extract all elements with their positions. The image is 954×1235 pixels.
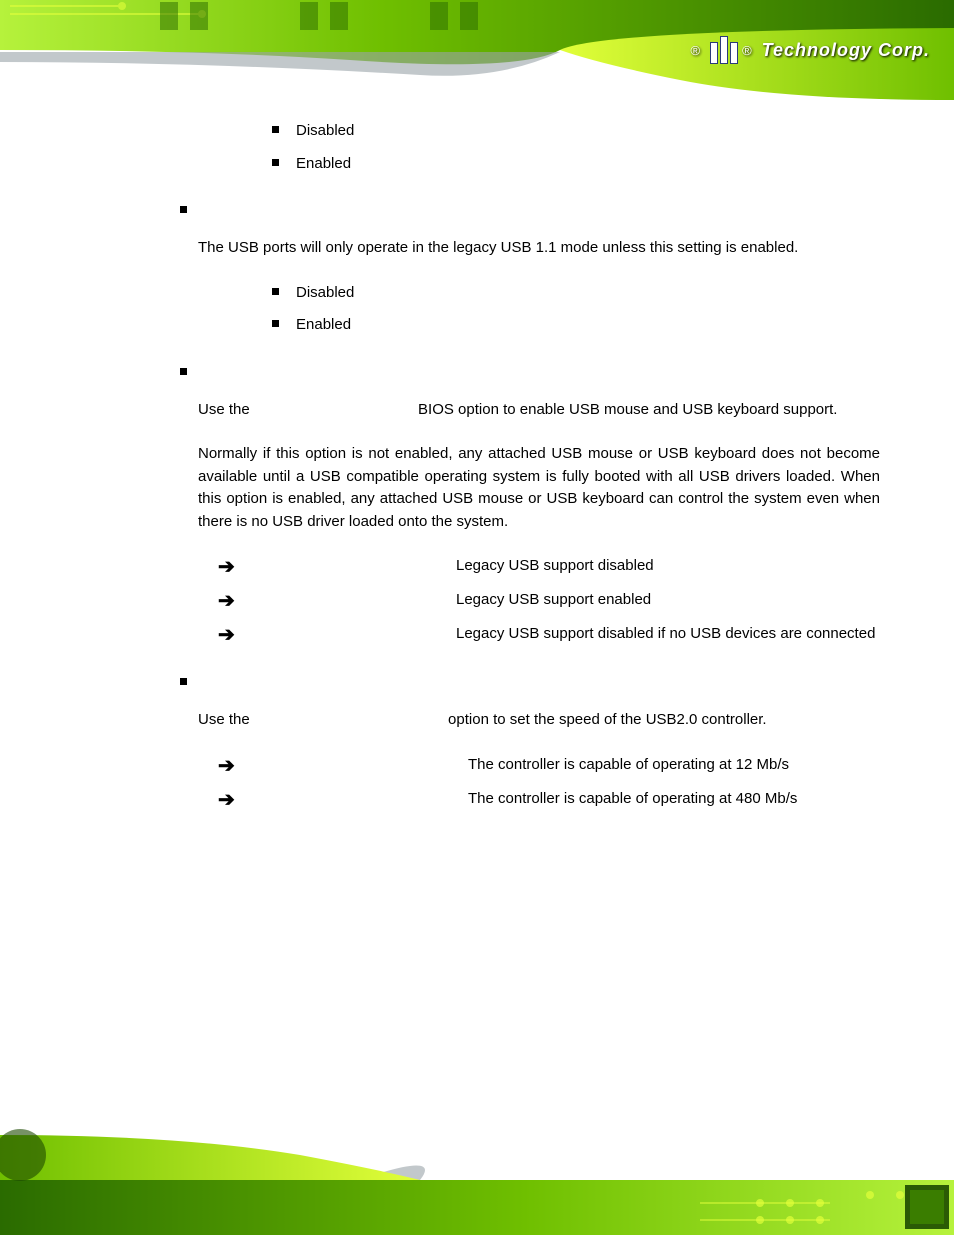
list-item-label: Enabled <box>296 155 351 172</box>
arrow-desc: Legacy USB support disabled <box>456 555 880 578</box>
paragraph: Use the BIOS option to enable USB mouse … <box>198 399 880 422</box>
arrow-row: ➔ Legacy USB support disabled <box>218 555 880 579</box>
arrow-list: ➔ Legacy USB support disabled ➔ Legacy U… <box>180 555 880 647</box>
list-item-label: Disabled <box>296 284 354 301</box>
arrow-row: ➔ The controller is capable of operating… <box>218 788 880 812</box>
arrow-right-icon: ➔ <box>218 788 246 812</box>
brand: ® ® Technology Corp. <box>690 36 930 64</box>
list-item-label: Enabled <box>296 316 351 333</box>
list-item: Enabled <box>272 153 880 176</box>
list-item: Enabled <box>272 314 880 337</box>
arrow-desc: The controller is capable of operating a… <box>468 754 880 777</box>
footer-banner <box>0 1125 954 1235</box>
brand-text: Technology Corp. <box>762 40 930 61</box>
section-bullet <box>180 365 880 377</box>
arrow-desc: Legacy USB support disabled if no USB de… <box>456 623 880 646</box>
brand-logo-icon <box>710 36 738 64</box>
section-bullet <box>180 203 880 215</box>
arrow-row: ➔ Legacy USB support enabled <box>218 589 880 613</box>
list-item-label: Disabled <box>296 122 354 139</box>
footer-swoosh <box>0 1125 954 1235</box>
option-list: Disabled Enabled <box>272 282 880 337</box>
list-item: Disabled <box>272 120 880 143</box>
arrow-right-icon: ➔ <box>218 623 246 647</box>
text-fragment: Use the <box>198 401 250 418</box>
arrow-row: ➔ Legacy USB support disabled if no USB … <box>218 623 880 647</box>
arrow-list: ➔ The controller is capable of operating… <box>180 754 880 812</box>
document-body: Disabled Enabled The USB ports will only… <box>180 120 880 840</box>
option-list: Disabled Enabled <box>272 120 880 175</box>
text-fragment: option to set the speed of the USB2.0 co… <box>448 711 767 728</box>
paragraph: The USB ports will only operate in the l… <box>198 237 880 260</box>
arrow-desc: The controller is capable of operating a… <box>468 788 880 811</box>
paragraph: Normally if this option is not enabled, … <box>198 443 880 533</box>
section-bullet <box>180 675 880 687</box>
text-fragment: BIOS option to enable USB mouse and USB … <box>418 401 837 418</box>
arrow-right-icon: ➔ <box>218 589 246 613</box>
arrow-row: ➔ The controller is capable of operating… <box>218 754 880 778</box>
arrow-right-icon: ➔ <box>218 555 246 579</box>
paragraph: Use the option to set the speed of the U… <box>198 709 880 732</box>
text-fragment: Use the <box>198 711 250 728</box>
arrow-desc: Legacy USB support enabled <box>456 589 880 612</box>
header-banner: ® ® Technology Corp. <box>0 0 954 100</box>
list-item: Disabled <box>272 282 880 305</box>
arrow-right-icon: ➔ <box>218 754 246 778</box>
